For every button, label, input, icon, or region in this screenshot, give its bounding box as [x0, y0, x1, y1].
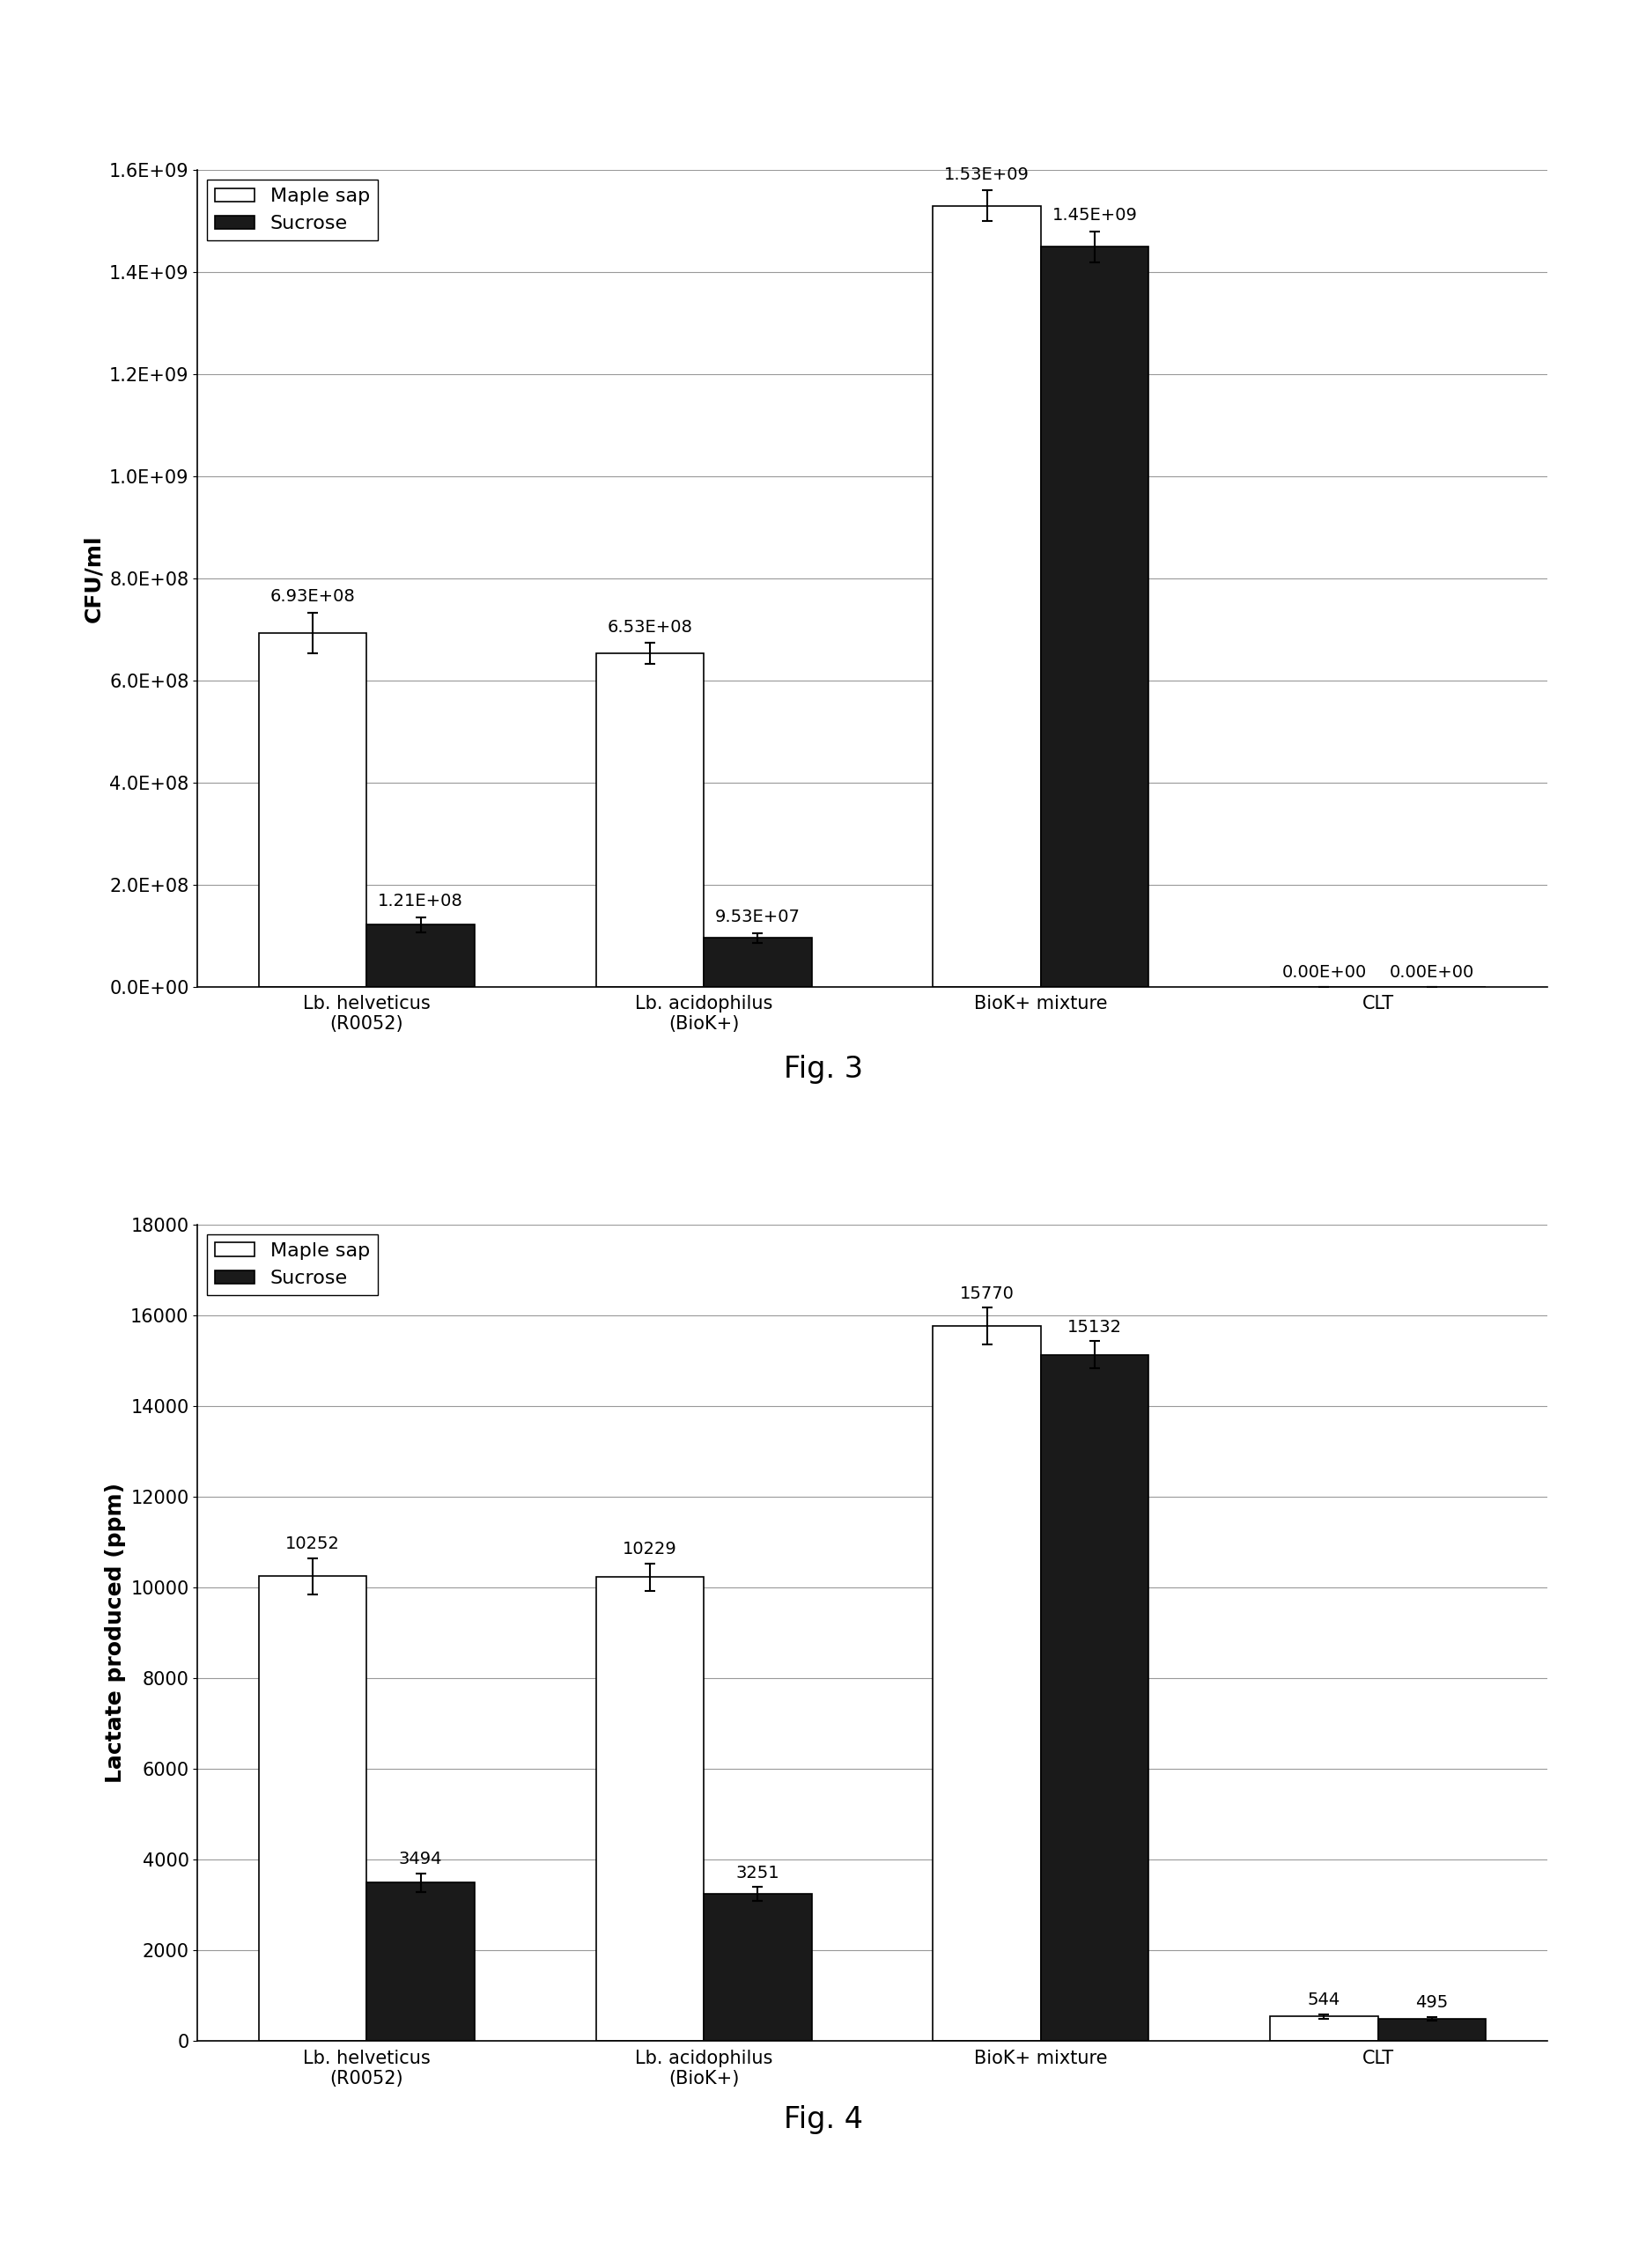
Text: 9.53E+07: 9.53E+07	[714, 909, 800, 925]
Legend: Maple sap, Sucrose: Maple sap, Sucrose	[207, 1234, 377, 1295]
Text: 495: 495	[1416, 1994, 1448, 2012]
Text: Fig. 3: Fig. 3	[783, 1055, 863, 1084]
Text: 3494: 3494	[398, 1851, 443, 1869]
Text: 10229: 10229	[622, 1540, 677, 1558]
Text: 1.53E+09: 1.53E+09	[945, 166, 1030, 184]
Y-axis label: CFU/ml: CFU/ml	[82, 535, 104, 621]
Bar	[367, 1882, 474, 2041]
Text: 6.53E+08: 6.53E+08	[607, 619, 693, 635]
Text: 1.21E+08: 1.21E+08	[379, 894, 463, 909]
Text: 3251: 3251	[736, 1864, 780, 1880]
Bar	[258, 1576, 367, 2041]
Text: 544: 544	[1307, 1991, 1340, 2009]
Text: 0.00E+00: 0.00E+00	[1282, 964, 1366, 980]
Bar	[704, 1894, 811, 2041]
Text: Fig. 4: Fig. 4	[783, 2105, 863, 2134]
Text: 0.00E+00: 0.00E+00	[1389, 964, 1475, 980]
Text: 15132: 15132	[1068, 1318, 1123, 1336]
Bar	[1271, 2016, 1378, 2041]
Y-axis label: Lactate produced (ppm): Lactate produced (ppm)	[104, 1483, 125, 1783]
Bar	[596, 653, 704, 987]
Bar	[596, 1576, 704, 2041]
Legend: Maple sap, Sucrose: Maple sap, Sucrose	[207, 179, 377, 240]
Bar	[1378, 2019, 1486, 2041]
Bar	[704, 939, 811, 987]
Bar	[1040, 247, 1149, 987]
Text: 15770: 15770	[960, 1286, 1014, 1302]
Bar	[933, 206, 1040, 987]
Text: 6.93E+08: 6.93E+08	[270, 587, 356, 606]
Bar	[367, 925, 474, 987]
Bar	[933, 1327, 1040, 2041]
Bar	[1040, 1354, 1149, 2041]
Text: 1.45E+09: 1.45E+09	[1052, 206, 1137, 225]
Text: 10252: 10252	[285, 1535, 341, 1551]
Bar	[258, 633, 367, 987]
